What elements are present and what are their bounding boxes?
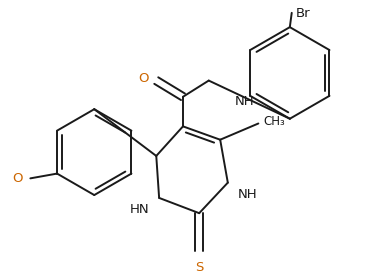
Text: HN: HN (130, 203, 150, 216)
Text: NH: NH (237, 188, 257, 201)
Text: S: S (195, 261, 203, 274)
Text: O: O (12, 172, 23, 185)
Text: CH₃: CH₃ (263, 115, 285, 128)
Text: NH: NH (235, 95, 254, 108)
Text: O: O (138, 72, 149, 85)
Text: Br: Br (296, 7, 310, 20)
